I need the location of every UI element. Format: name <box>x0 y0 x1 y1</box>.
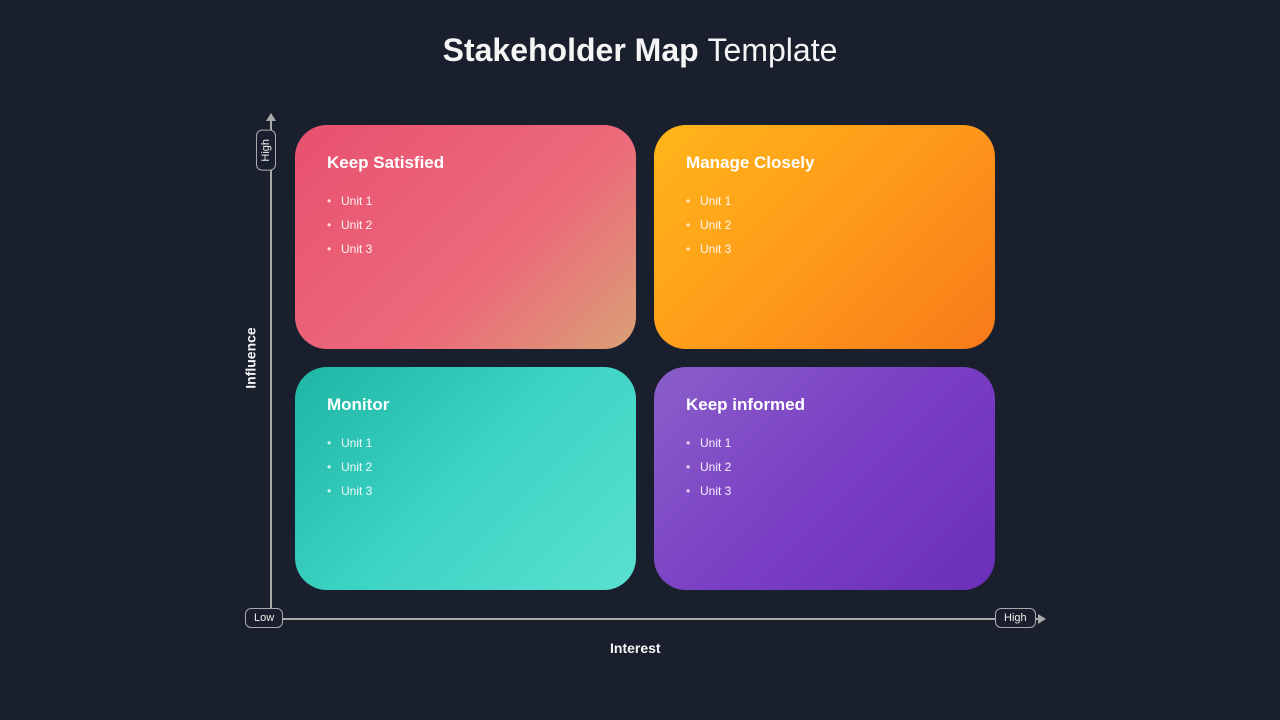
list-item: Unit 1 <box>686 431 963 455</box>
x-axis-line <box>270 618 1040 620</box>
list-item: Unit 1 <box>686 189 963 213</box>
quadrant-manage-closely: Manage Closely Unit 1 Unit 2 Unit 3 <box>654 125 995 349</box>
quadrant-keep-informed: Keep informed Unit 1 Unit 2 Unit 3 <box>654 367 995 591</box>
y-axis-high-tag: High <box>256 130 276 171</box>
list-item: Unit 2 <box>686 213 963 237</box>
quadrant-keep-satisfied: Keep Satisfied Unit 1 Unit 2 Unit 3 <box>295 125 636 349</box>
title-bold: Stakeholder Map <box>443 32 699 68</box>
list-item: Unit 1 <box>327 189 604 213</box>
list-item: Unit 2 <box>327 455 604 479</box>
list-item: Unit 3 <box>327 479 604 503</box>
quadrant-list: Unit 1 Unit 2 Unit 3 <box>327 189 604 261</box>
y-axis-label: Influence <box>243 327 259 388</box>
quadrant-grid: Keep Satisfied Unit 1 Unit 2 Unit 3 Mana… <box>295 125 995 590</box>
quadrant-title: Keep informed <box>686 395 963 415</box>
list-item: Unit 3 <box>686 237 963 261</box>
list-item: Unit 1 <box>327 431 604 455</box>
y-axis-arrow-icon <box>266 113 276 121</box>
x-axis-arrow-icon <box>1038 614 1046 624</box>
list-item: Unit 2 <box>327 213 604 237</box>
quadrant-monitor: Monitor Unit 1 Unit 2 Unit 3 <box>295 367 636 591</box>
quadrant-title: Monitor <box>327 395 604 415</box>
quadrant-list: Unit 1 Unit 2 Unit 3 <box>327 431 604 503</box>
title-light: Template <box>708 32 838 68</box>
quadrant-title: Keep Satisfied <box>327 153 604 173</box>
quadrant-list: Unit 1 Unit 2 Unit 3 <box>686 189 963 261</box>
list-item: Unit 3 <box>686 479 963 503</box>
x-axis-label: Interest <box>610 640 661 656</box>
quadrant-list: Unit 1 Unit 2 Unit 3 <box>686 431 963 503</box>
page-title: Stakeholder Map Template <box>0 32 1280 69</box>
origin-low-tag: Low <box>245 608 283 628</box>
quadrant-title: Manage Closely <box>686 153 963 173</box>
list-item: Unit 2 <box>686 455 963 479</box>
list-item: Unit 3 <box>327 237 604 261</box>
y-axis-line <box>270 120 272 620</box>
x-axis-high-tag: High <box>995 608 1036 628</box>
